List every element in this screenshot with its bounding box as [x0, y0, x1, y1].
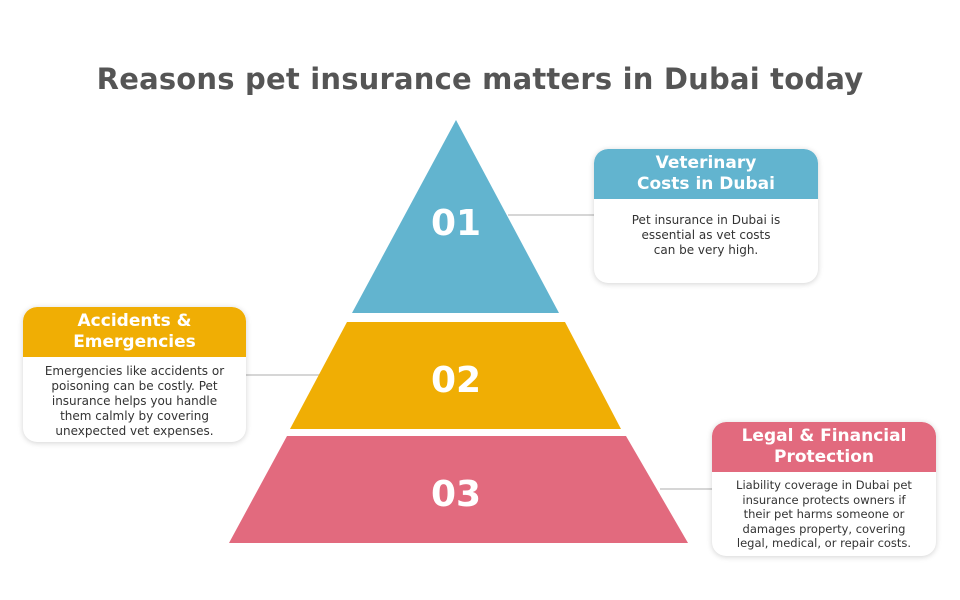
tier-number-01: 01: [431, 203, 481, 244]
card-body-legal-financial: Liability coverage in Dubai pet insuranc…: [736, 478, 912, 550]
card-veterinary-costs: Veterinary Costs in Dubai Pet insurance …: [594, 149, 818, 283]
card-heading-accidents-emergencies: Accidents & Emergencies: [23, 307, 246, 357]
card-body-accidents-emergencies: Emergencies like accidents or poisoning …: [44, 364, 225, 438]
card-accidents-emergencies: Accidents & Emergencies Emergencies like…: [23, 307, 246, 442]
card-legal-financial: Legal & Financial Protection Liability c…: [712, 422, 936, 556]
pyramid-tier-01: [352, 120, 559, 313]
card-heading-veterinary-costs: Veterinary Costs in Dubai: [594, 149, 818, 199]
pyramid-tier-03: [229, 436, 688, 543]
card-body-veterinary-costs: Pet insurance in Dubai is essential as v…: [631, 213, 781, 257]
card-heading-legal-financial: Legal & Financial Protection: [712, 422, 936, 472]
tier-number-03: 03: [431, 474, 481, 515]
diagram-title: Reasons pet insurance matters in Dubai t…: [96, 62, 864, 96]
pyramid-tier-02: [290, 322, 621, 429]
tier-number-02: 02: [431, 360, 481, 401]
